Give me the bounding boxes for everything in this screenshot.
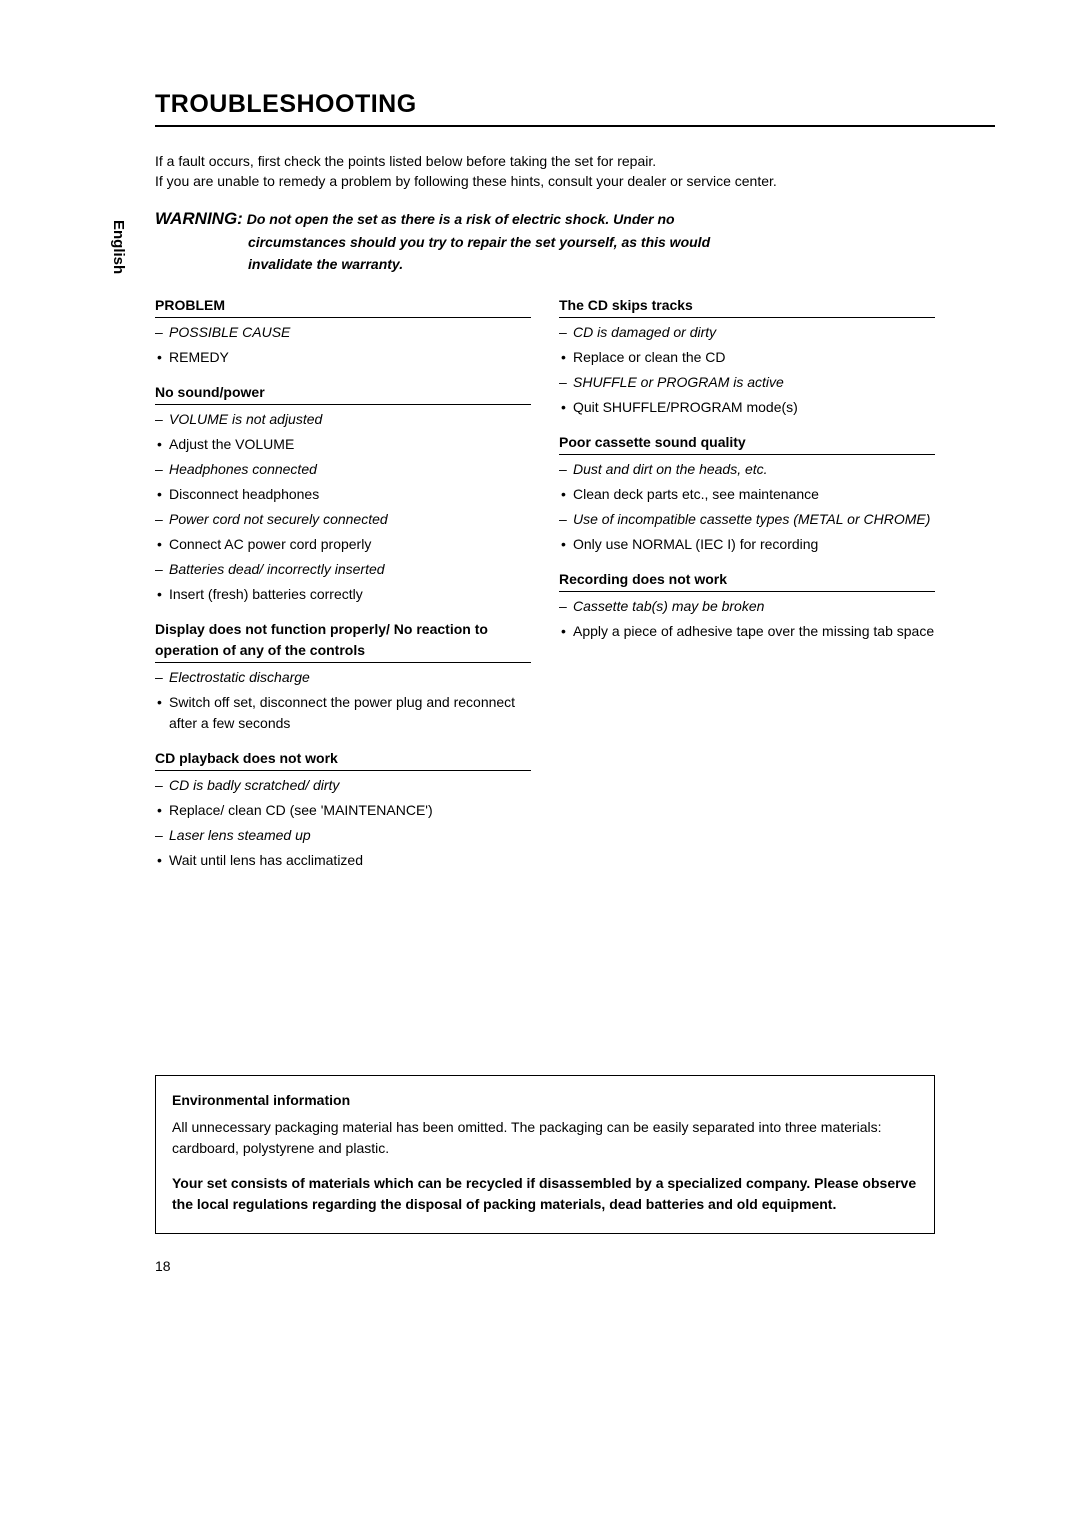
no-sound-head: No sound/power <box>155 382 531 405</box>
dash-icon: – <box>559 459 573 480</box>
troubleshooting-columns: PROBLEM –POSSIBLE CAUSE REMEDY No sound/… <box>155 295 935 875</box>
page-title: TROUBLESHOOTING <box>155 90 995 127</box>
dash-icon: – <box>155 409 169 430</box>
remedy-text: Clean deck parts etc., see maintenance <box>573 484 819 505</box>
remedy-text: Adjust the VOLUME <box>169 434 294 455</box>
page-content: TROUBLESHOOTING If a fault occurs, first… <box>95 90 995 1274</box>
bullet-icon <box>155 850 169 871</box>
remedy-text: Replace or clean the CD <box>573 347 726 368</box>
remedy-text: Wait until lens has acclimatized <box>169 850 363 871</box>
cause-text: VOLUME is not adjusted <box>169 409 322 430</box>
cause-text: Dust and dirt on the heads, etc. <box>573 459 768 480</box>
cause-text: Laser lens steamed up <box>169 825 311 846</box>
bullet-icon <box>155 484 169 505</box>
cause-text: SHUFFLE or PROGRAM is active <box>573 372 784 393</box>
intro-text: If a fault occurs, first check the point… <box>155 151 935 192</box>
remedy-row: REMEDY <box>155 347 531 368</box>
dash-icon: – <box>155 509 169 530</box>
dash-icon: – <box>155 825 169 846</box>
cause-text: CD is badly scratched/ dirty <box>169 775 339 796</box>
remedy-text: Quit SHUFFLE/PROGRAM mode(s) <box>573 397 798 418</box>
cause-text: Headphones connected <box>169 459 317 480</box>
possible-cause-row: –POSSIBLE CAUSE <box>155 322 531 343</box>
dash-icon: – <box>559 372 573 393</box>
bullet-icon <box>559 484 573 505</box>
env-paragraph-2: Your set consists of materials which can… <box>172 1173 918 1215</box>
cd-skips-head: The CD skips tracks <box>559 295 935 318</box>
page-number: 18 <box>155 1258 995 1274</box>
env-title: Environmental information <box>172 1090 918 1111</box>
bullet-icon <box>559 534 573 555</box>
dash-icon: – <box>155 775 169 796</box>
left-column: PROBLEM –POSSIBLE CAUSE REMEDY No sound/… <box>155 295 531 875</box>
cause-text: Power cord not securely connected <box>169 509 388 530</box>
remedy-text: Only use NORMAL (IEC I) for recording <box>573 534 818 555</box>
bullet-icon <box>155 347 169 368</box>
cause-text: Cassette tab(s) may be broken <box>573 596 764 617</box>
remedy-text: Switch off set, disconnect the power plu… <box>169 692 531 734</box>
remedy-text: Disconnect headphones <box>169 484 319 505</box>
warning-line-2: circumstances should you try to repair t… <box>248 232 935 254</box>
environmental-info-box: Environmental information All unnecessar… <box>155 1075 935 1234</box>
warning-line-3: invalidate the warranty. <box>248 254 935 276</box>
warning-label: WARNING: <box>155 209 243 228</box>
right-column: The CD skips tracks –CD is damaged or di… <box>559 295 935 875</box>
cd-playback-head: CD playback does not work <box>155 748 531 771</box>
main-content: If a fault occurs, first check the point… <box>155 151 935 875</box>
recording-head: Recording does not work <box>559 569 935 592</box>
env-paragraph-1: All unnecessary packaging material has b… <box>172 1117 918 1159</box>
dash-icon: – <box>155 559 169 580</box>
possible-cause-label: POSSIBLE CAUSE <box>169 322 290 343</box>
dash-icon: – <box>155 322 169 343</box>
warning-block: WARNING: Do not open the set as there is… <box>155 206 935 276</box>
display-head: Display does not function properly/ No r… <box>155 619 531 663</box>
cause-text: Electrostatic discharge <box>169 667 310 688</box>
problem-header: PROBLEM <box>155 295 531 318</box>
cause-text: Use of incompatible cassette types (META… <box>573 509 930 530</box>
cause-text: Batteries dead/ incorrectly inserted <box>169 559 385 580</box>
cassette-head: Poor cassette sound quality <box>559 432 935 455</box>
bullet-icon <box>155 692 169 734</box>
dash-icon: – <box>155 459 169 480</box>
bullet-icon <box>559 621 573 642</box>
dash-icon: – <box>559 322 573 343</box>
bullet-icon <box>155 434 169 455</box>
bullet-icon <box>155 584 169 605</box>
bullet-icon <box>559 397 573 418</box>
dash-icon: – <box>559 596 573 617</box>
dash-icon: – <box>559 509 573 530</box>
bullet-icon <box>155 800 169 821</box>
remedy-label: REMEDY <box>169 347 229 368</box>
intro-line-2: If you are unable to remedy a problem by… <box>155 171 935 191</box>
intro-line-1: If a fault occurs, first check the point… <box>155 151 935 171</box>
warning-line-1: Do not open the set as there is a risk o… <box>243 211 675 227</box>
remedy-text: Insert (fresh) batteries correctly <box>169 584 363 605</box>
cause-text: CD is damaged or dirty <box>573 322 716 343</box>
remedy-text: Replace/ clean CD (see 'MAINTENANCE') <box>169 800 433 821</box>
dash-icon: – <box>155 667 169 688</box>
remedy-text: Connect AC power cord properly <box>169 534 371 555</box>
bullet-icon <box>155 534 169 555</box>
bullet-icon <box>559 347 573 368</box>
remedy-text: Apply a piece of adhesive tape over the … <box>573 621 934 642</box>
